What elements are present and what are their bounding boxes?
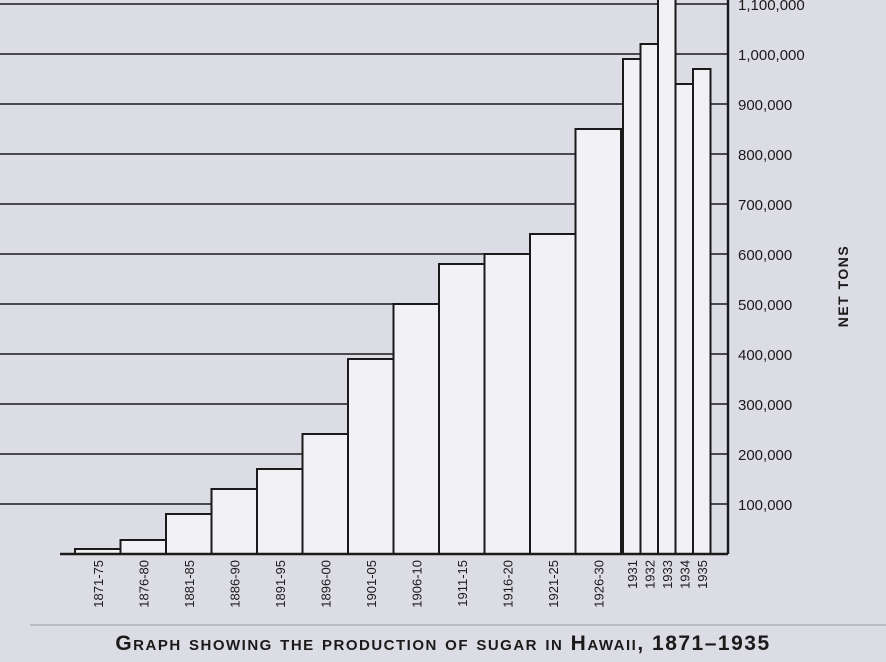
- bar-1911-15: [438, 263, 486, 555]
- x-tick-label: 1891-95: [273, 560, 288, 608]
- bar-1876-80: [119, 539, 167, 555]
- bar-1926-30: [574, 128, 622, 555]
- x-tick-label: 1911-15: [455, 560, 470, 607]
- x-tick-label: 1932: [642, 560, 657, 589]
- y-tick-label: 200,000: [738, 447, 792, 464]
- x-tick-label: 1916-20: [500, 560, 515, 608]
- bar-1935: [692, 68, 712, 555]
- bar-1906-10: [392, 303, 440, 555]
- x-tick-label: 1901-05: [364, 560, 379, 608]
- y-tick-label: 400,000: [738, 347, 792, 364]
- bar-1896-00: [301, 433, 349, 555]
- bar-1901-05: [347, 358, 395, 555]
- y-tick-label: 700,000: [738, 197, 792, 214]
- y-tick-label: 600,000: [738, 247, 792, 264]
- bar-1934: [674, 83, 694, 555]
- bar-1881-85: [165, 513, 213, 555]
- bar-1891-95: [256, 468, 304, 555]
- x-tick-label: 1934: [677, 560, 692, 589]
- x-tick-label: 1906-10: [409, 560, 424, 608]
- x-tick-label: 1886-90: [227, 560, 242, 608]
- x-tick-label: 1921-25: [546, 560, 561, 608]
- y-tick-label: 100,000: [738, 497, 792, 514]
- bar-1921-25: [529, 233, 577, 555]
- y-tick-label: 800,000: [738, 147, 792, 164]
- y-tick-label: 1,000,000: [738, 47, 805, 64]
- x-tick-label: 1881-85: [182, 560, 197, 608]
- bar-1916-20: [483, 253, 531, 555]
- x-tick-label: 1926-30: [591, 560, 606, 608]
- x-tick-label: 1876-80: [136, 560, 151, 608]
- y-tick-label: 1,100,000: [738, 0, 805, 14]
- bar-1933: [657, 0, 677, 555]
- x-tick-label: 1931: [625, 560, 640, 589]
- bar-1932: [639, 43, 659, 555]
- x-tick-label: 1871-75: [91, 560, 106, 608]
- bar-1886-90: [210, 488, 258, 555]
- y-tick-label: 300,000: [738, 397, 792, 414]
- x-tick-label: 1896-00: [318, 560, 333, 608]
- x-tick-label: 1933: [660, 560, 675, 589]
- y-tick-label: 900,000: [738, 97, 792, 114]
- y-tick-label: 500,000: [738, 297, 792, 314]
- y-axis-label: NET TONS: [835, 245, 851, 328]
- bar-1931: [622, 58, 642, 555]
- chart-title: Graph showing the production of sugar in…: [115, 632, 771, 655]
- x-tick-label: 1935: [695, 560, 710, 589]
